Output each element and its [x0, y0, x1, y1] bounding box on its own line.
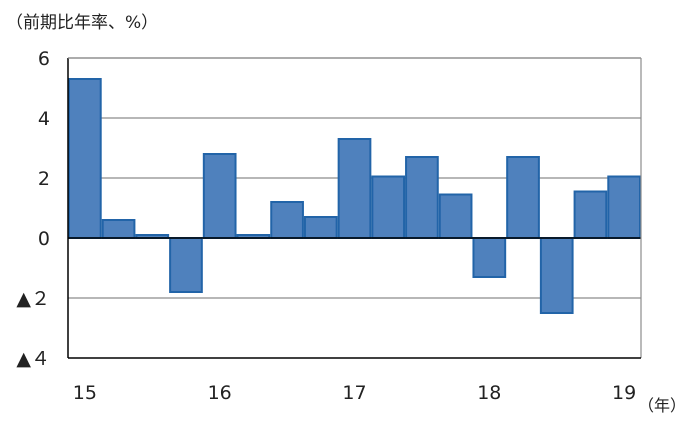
bar-2016Q4 [303, 216, 338, 239]
bar-2018Q3 [539, 237, 574, 314]
bars [68, 78, 642, 314]
bar-2018Q2 [506, 156, 540, 239]
x-tick-label: 17 [342, 382, 366, 404]
bar-2017Q1 [337, 138, 372, 239]
x-tick-label: 18 [477, 382, 501, 404]
axes [67, 57, 642, 359]
bar-2018Q1 [472, 237, 507, 278]
y-tick-label: 2 [38, 168, 50, 190]
y-axis-unit-label: （前期比年率、%） [6, 13, 159, 33]
y-tick-label: 6 [38, 48, 50, 70]
bar-2015Q2 [101, 219, 136, 239]
bar-2019Q1 [607, 175, 642, 239]
x-tick-label: 19 [612, 382, 636, 404]
y-tick-label: ▲４ [16, 348, 50, 370]
y-tick-label: 4 [38, 108, 50, 130]
y-tick-label: ▲２ [16, 288, 50, 310]
y-tick-label: 0 [38, 228, 50, 250]
bar-2015Q4 [169, 237, 203, 293]
bar-2018Q4 [573, 190, 608, 239]
y-tick-labels: 6 4 2 0 ▲２ ▲４ [16, 48, 50, 370]
x-tick-label: 15 [73, 382, 97, 404]
bar-2017Q3 [405, 156, 439, 239]
bar-2017Q2 [371, 175, 406, 239]
x-axis-unit-label: （年） [638, 396, 686, 415]
bar-2015Q1 [68, 78, 102, 239]
bar-2017Q4 [438, 193, 473, 239]
bar-2016Q1 [202, 153, 237, 239]
x-tick-label: 16 [208, 382, 232, 404]
bar-2016Q3 [270, 201, 304, 239]
x-tick-labels: 15 16 17 18 19 [73, 382, 636, 404]
